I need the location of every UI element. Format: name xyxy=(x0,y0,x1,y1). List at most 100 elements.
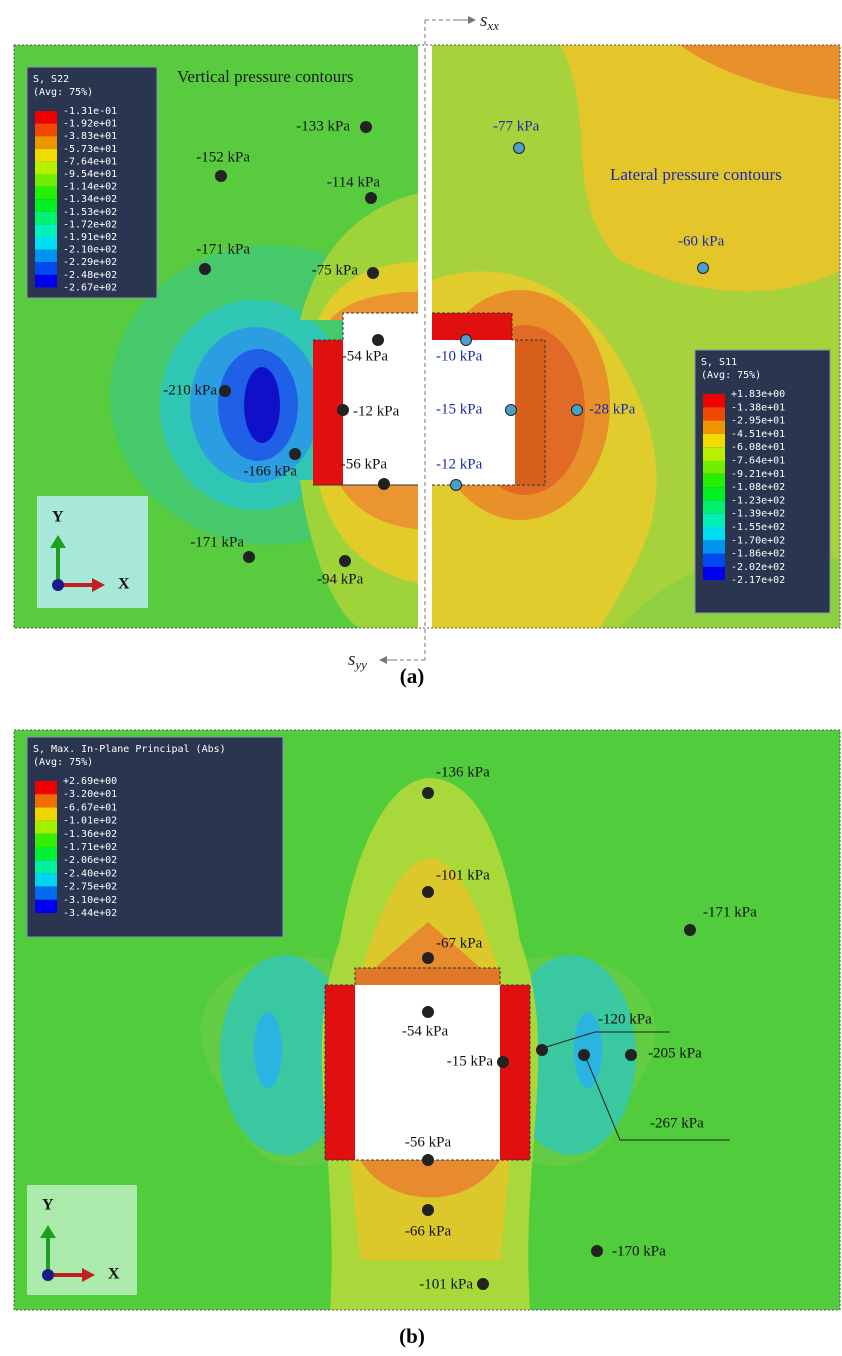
triad-label: X xyxy=(108,1266,120,1283)
legend-value: -2.75e+02 xyxy=(63,882,117,893)
point-marker xyxy=(373,335,384,346)
legend-value: -1.01e+02 xyxy=(63,816,117,827)
point-marker xyxy=(514,143,525,154)
legend-swatch xyxy=(35,174,57,187)
legend-swatch xyxy=(35,262,57,275)
legend-value: -1.70e+02 xyxy=(731,535,785,546)
legend-value: -7.64e+01 xyxy=(63,156,117,167)
point-label: -171 kPa xyxy=(703,904,757,920)
triad-label: X xyxy=(118,576,130,593)
triad-label: Y xyxy=(42,1197,54,1214)
legend-swatch xyxy=(35,149,57,162)
point-label: -267 kPa xyxy=(650,1115,704,1131)
legend-value: -3.20e+01 xyxy=(63,789,117,800)
legend-value: -2.06e+02 xyxy=(63,855,117,866)
legend-value: -2.48e+02 xyxy=(63,270,117,281)
legend-value: -2.02e+02 xyxy=(731,562,785,573)
point-marker xyxy=(579,1050,590,1061)
point-marker xyxy=(685,925,696,936)
contour-title: Lateral pressure contours xyxy=(610,165,782,184)
point-label: -136 kPa xyxy=(436,764,490,780)
axis-label: syy xyxy=(348,649,367,672)
figure: sxx syy Vertical pressure contours Later… xyxy=(0,0,842,1356)
point-label: -120 kPa xyxy=(598,1011,652,1027)
legend-value: -1.36e+02 xyxy=(63,829,117,840)
legend-swatch xyxy=(35,900,57,913)
legend-swatch xyxy=(703,421,725,434)
legend-swatch xyxy=(703,434,725,447)
point-label: -66 kPa xyxy=(405,1223,452,1239)
point-marker xyxy=(478,1279,489,1290)
legend-swatch xyxy=(703,540,725,553)
point-label: -54 kPa xyxy=(402,1023,449,1039)
point-label: -56 kPa xyxy=(341,456,388,472)
legend-header: (Avg: 75%) xyxy=(33,757,93,768)
legend-swatch xyxy=(703,474,725,487)
legend-header: (Avg: 75%) xyxy=(33,87,93,98)
legend-value: -1.08e+02 xyxy=(731,482,785,493)
point-marker xyxy=(626,1050,637,1061)
legend-swatch xyxy=(703,554,725,567)
point-label: -133 kPa xyxy=(296,118,350,134)
legend-swatch xyxy=(703,487,725,500)
legend-swatch xyxy=(703,407,725,420)
point-marker xyxy=(361,122,372,133)
point-label: -171 kPa xyxy=(190,534,244,550)
legend-swatch xyxy=(35,821,57,834)
legend-value: -5.73e+01 xyxy=(63,144,117,155)
legend-value: -1.86e+02 xyxy=(731,549,785,560)
legend-swatch xyxy=(703,394,725,407)
legend-swatch xyxy=(35,887,57,900)
point-marker xyxy=(423,1155,434,1166)
legend-swatch xyxy=(35,847,57,860)
point-marker xyxy=(423,1205,434,1216)
legend-header: S, S11 xyxy=(701,357,737,368)
legend-swatch xyxy=(35,250,57,263)
point-label: -15 kPa xyxy=(436,401,483,417)
legend-value: -1.92e+01 xyxy=(63,119,117,130)
legend-value: -1.38e+01 xyxy=(731,402,785,413)
point-marker xyxy=(461,335,472,346)
legend-swatch xyxy=(35,124,57,137)
legend-swatch xyxy=(703,527,725,540)
point-marker xyxy=(423,887,434,898)
point-label: -10 kPa xyxy=(436,348,483,364)
legend-value: -7.64e+01 xyxy=(731,456,785,467)
point-marker xyxy=(200,264,211,275)
point-label: -28 kPa xyxy=(589,401,636,417)
legend-value: -3.83e+01 xyxy=(63,131,117,142)
legend-value: +1.83e+00 xyxy=(731,389,785,400)
legend-value: -1.72e+02 xyxy=(63,219,117,230)
legend-value: -1.14e+02 xyxy=(63,182,117,193)
legend-swatch xyxy=(35,199,57,212)
legend-header: S, S22 xyxy=(33,74,69,85)
legend-value: -2.10e+02 xyxy=(63,245,117,256)
point-marker xyxy=(423,953,434,964)
point-marker xyxy=(506,405,517,416)
legend-value: -9.21e+01 xyxy=(731,469,785,480)
legend-swatch xyxy=(35,873,57,886)
triad: Y X xyxy=(27,1185,137,1295)
legend-value: -2.29e+02 xyxy=(63,257,117,268)
point-marker xyxy=(572,405,583,416)
legend-value: -1.71e+02 xyxy=(63,842,117,853)
legend-swatch xyxy=(703,447,725,460)
legend-value: -1.39e+02 xyxy=(731,509,785,520)
point-label: -15 kPa xyxy=(447,1053,494,1069)
legend-value: -3.10e+02 xyxy=(63,895,117,906)
point-label: -114 kPa xyxy=(327,174,381,190)
legend-swatch xyxy=(703,461,725,474)
legend-swatch xyxy=(35,781,57,794)
caption: (b) xyxy=(399,1324,425,1348)
legend-value: -9.54e+01 xyxy=(63,169,117,180)
legend-value: -6.08e+01 xyxy=(731,442,785,453)
point-label: -12 kPa xyxy=(353,403,400,419)
legend-swatch xyxy=(35,860,57,873)
point-label: -67 kPa xyxy=(436,935,483,951)
triad-label: Y xyxy=(52,509,64,526)
legend-swatch xyxy=(35,237,57,250)
legend-swatch xyxy=(35,212,57,225)
legend-swatch xyxy=(35,275,57,288)
point-label: -60 kPa xyxy=(678,233,725,249)
legend-value: -1.91e+02 xyxy=(63,232,117,243)
